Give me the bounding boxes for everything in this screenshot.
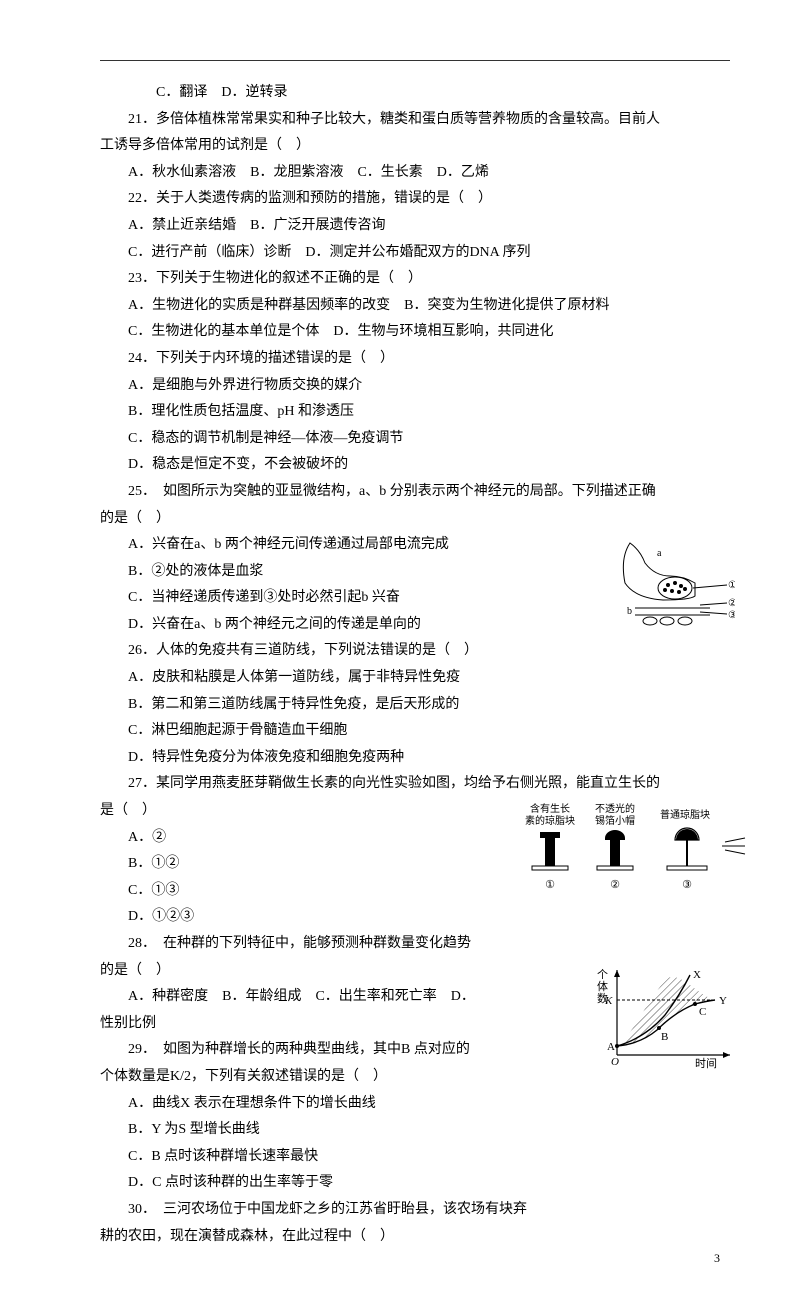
header-rule: [100, 60, 730, 61]
page-number: 3: [714, 1247, 720, 1270]
text-line: A．皮肤和粘膜是人体第一道防线，属于非特异性免疫: [100, 665, 730, 692]
text-line: D．①②③: [100, 904, 730, 931]
b-label: B: [661, 1031, 668, 1043]
text-line: 的是（ ）: [100, 506, 730, 533]
y-label: Y: [719, 995, 727, 1007]
o-label: O: [611, 1056, 619, 1068]
text-line: C．B 点时该种群增长速率最快: [100, 1144, 730, 1171]
label-a: a: [657, 548, 662, 559]
synapse-diagram: a b ① ② ③: [615, 538, 735, 633]
text-line: 28． 在种群的下列特征中，能够预测种群数量变化趋势: [100, 931, 730, 958]
text-line: A．秋水仙素溶液 B．龙胆紫溶液 C．生长素 D．乙烯: [100, 160, 730, 187]
text-line: B．Y 为S 型增长曲线: [100, 1117, 730, 1144]
text-line: 24．下列关于内环境的描述错误的是（ ）: [100, 346, 730, 373]
text-line: D．稳态是恒定不变，不会被破坏的: [100, 452, 730, 479]
text-line: 27．某同学用燕麦胚芽鞘做生长素的向光性实验如图，均给予右侧光照，能直立生长的: [100, 771, 730, 798]
text-line: 25． 如图所示为突触的亚显微结构，a、b 分别表示两个神经元的局部。下列描述正…: [100, 479, 730, 506]
text-line: 23．下列关于生物进化的叙述不正确的是（ ）: [100, 266, 730, 293]
text-line: 耕的农田，现在演替成森林，在此过程中（ ）: [100, 1224, 730, 1251]
text-line: 30． 三河农场位于中国龙虾之乡的江苏省盱眙县，该农场有块弃: [100, 1197, 730, 1224]
label-2: ②: [728, 598, 735, 609]
text-line: C．翻译 D．逆转录: [100, 80, 730, 107]
text-content: C．翻译 D．逆转录21．多倍体植株常常果实和种子比较大，糖类和蛋白质等营养物质…: [100, 80, 730, 1250]
label-3: ③: [728, 610, 735, 621]
coleoptile-diagram: 含有生长 素的琼脂块 不透光的 锡箔小帽 普通琼脂块 ① ② ③: [520, 800, 750, 900]
text-line: B．理化性质包括温度、pH 和渗透压: [100, 399, 730, 426]
label-1: ①: [728, 580, 735, 591]
xlabel: 时间: [695, 1057, 717, 1070]
label-b: b: [627, 606, 632, 617]
text-line: 22．关于人类遗传病的监测和预防的措施，错误的是（ ）: [100, 186, 730, 213]
text-line: C．进行产前（临床）诊断 D．测定并公布婚配双方的DNA 序列: [100, 240, 730, 267]
text-line: A．生物进化的实质是种群基因频率的改变 B．突变为生物进化提供了原材料: [100, 293, 730, 320]
text-line: C．稳态的调节机制是神经—体液—免疫调节: [100, 426, 730, 453]
text-line: C．淋巴细胞起源于骨髓造血干细胞: [100, 718, 730, 745]
c-label: C: [699, 1006, 706, 1018]
k-label: K: [604, 995, 613, 1007]
plant-num-1: ①: [545, 879, 555, 891]
document-page: C．翻译 D．逆转录21．多倍体植株常常果实和种子比较大，糖类和蛋白质等营养物质…: [0, 0, 800, 1300]
a-label: A: [607, 1041, 615, 1053]
text-line: 21．多倍体植株常常果实和种子比较大，糖类和蛋白质等营养物质的含量较高。目前人: [100, 107, 730, 134]
caption-2a: 不透光的: [595, 802, 635, 815]
growth-curve-diagram: 个 体 数 K X Y A B C O 时间: [595, 960, 740, 1070]
ylabel-2: 体: [597, 979, 608, 993]
text-line: D．C 点时该种群的出生率等于零: [100, 1170, 730, 1197]
caption-1a: 含有生长: [530, 802, 570, 815]
plant-num-2: ②: [610, 879, 620, 891]
text-line: D．特异性免疫分为体液免疫和细胞免疫两种: [100, 745, 730, 772]
caption-1b: 素的琼脂块: [525, 814, 575, 827]
text-line: A．曲线X 表示在理想条件下的增长曲线: [100, 1091, 730, 1118]
text-line: 26．人体的免疫共有三道防线，下列说法错误的是（ ）: [100, 638, 730, 665]
plant-num-3: ③: [682, 879, 692, 891]
caption-2b: 锡箔小帽: [595, 814, 635, 827]
text-line: C．生物进化的基本单位是个体 D．生物与环境相互影响，共同进化: [100, 319, 730, 346]
text-line: A．禁止近亲结婚 B．广泛开展遗传咨询: [100, 213, 730, 240]
text-line: A．是细胞与外界进行物质交换的媒介: [100, 373, 730, 400]
light-rays-icon: [722, 838, 745, 854]
text-line: B．第二和第三道防线属于特异性免疫，是后天形成的: [100, 692, 730, 719]
caption-3: 普通琼脂块: [660, 808, 710, 821]
text-line: 工诱导多倍体常用的试剂是（ ）: [100, 133, 730, 160]
ylabel-1: 个: [597, 968, 608, 981]
x-label: X: [693, 969, 701, 981]
